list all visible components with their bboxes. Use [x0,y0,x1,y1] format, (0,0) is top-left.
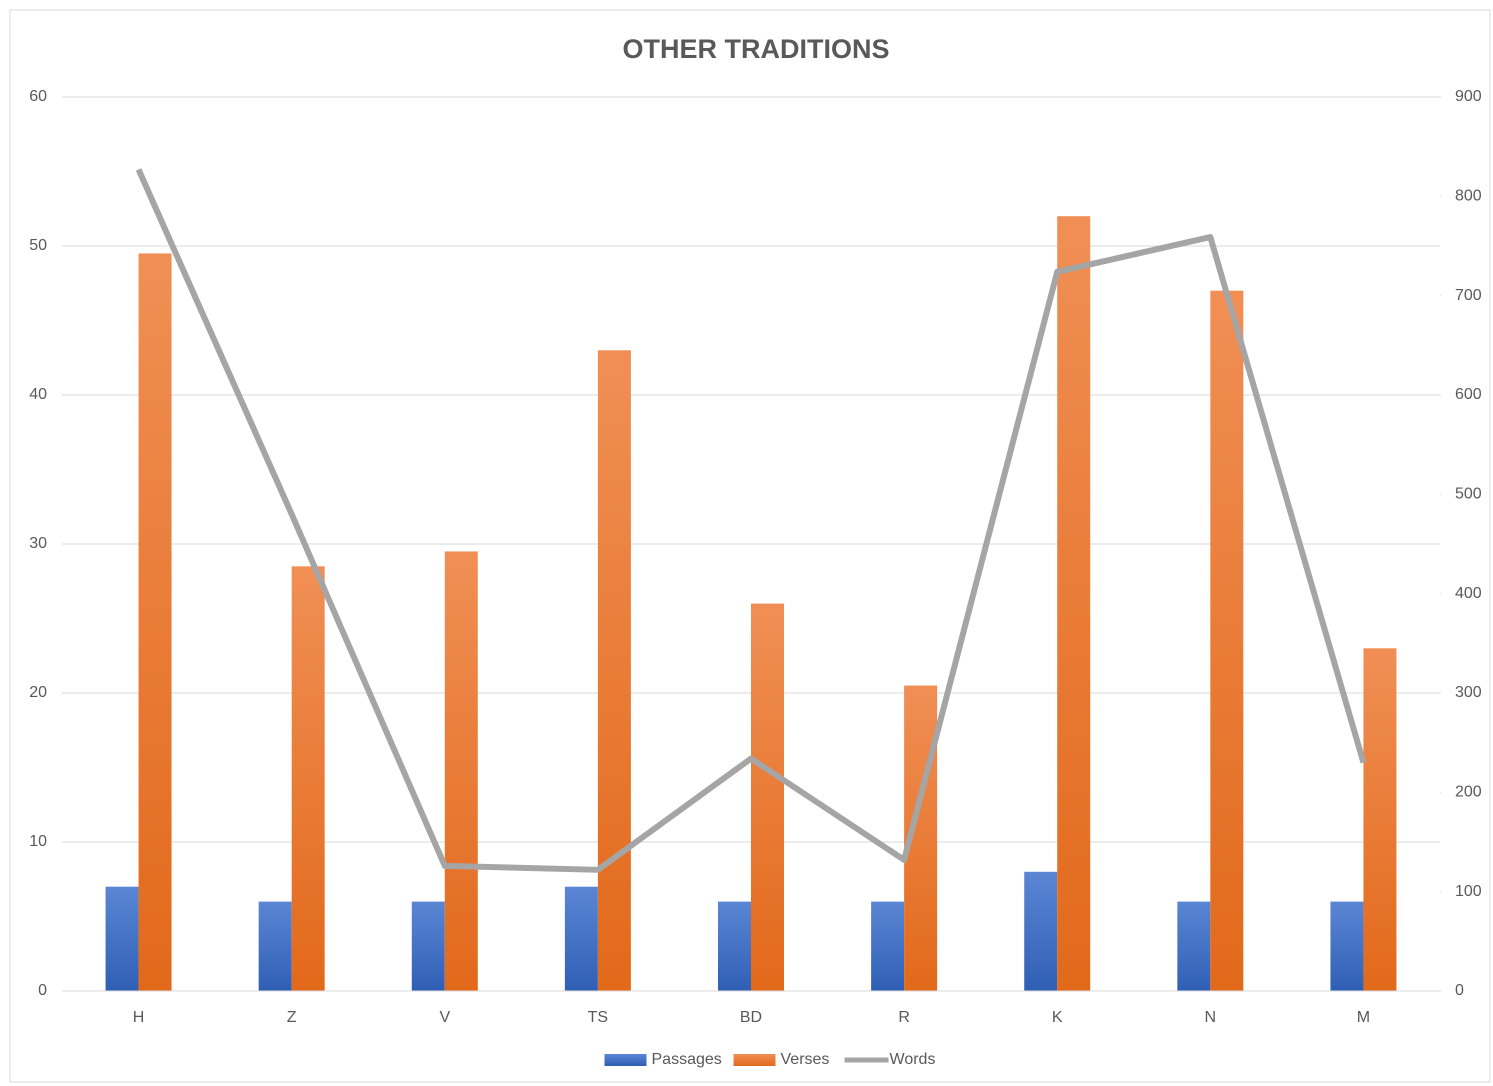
y-tick-label: 50 [29,237,47,254]
y2-tick-label: 400 [1455,585,1482,602]
y2-tick-label: 200 [1455,784,1482,801]
y-tick-label: 30 [29,535,47,552]
bar [1057,216,1091,991]
y-tick-label: 60 [29,88,47,105]
y2-tick-label: 100 [1455,883,1482,900]
bar [1177,901,1211,991]
line [135,168,1367,873]
x-tick-label: Z [287,1009,297,1026]
bar [718,901,751,991]
bar [1330,901,1364,991]
bar [1363,648,1397,991]
y2-tick-label: 600 [1455,386,1482,403]
bar [411,901,445,991]
x-tick-label: V [439,1009,450,1026]
y2-tick-label: 0 [1455,982,1464,999]
y2-tick-label: 500 [1455,486,1482,503]
bar [564,886,598,991]
legend-label: Verses [781,1051,830,1068]
bar [1210,290,1244,991]
x-tick-label: BD [740,1009,762,1026]
x-tick-label: H [133,1009,145,1026]
bar [291,566,325,991]
x-tick-label: N [1205,1009,1217,1026]
legend-swatch [604,1054,647,1066]
x-tick-label: K [1052,1009,1063,1026]
bar [597,350,631,991]
y2-tick-label: 800 [1455,188,1482,205]
y2-tick-label: 700 [1455,287,1482,304]
y-tick-label: 0 [38,982,47,999]
bar [258,901,292,991]
bar [871,901,905,991]
y-tick-label: 20 [29,684,47,701]
bar [444,551,478,991]
x-tick-label: R [898,1009,910,1026]
x-tick-label: TS [588,1009,608,1026]
bar [1024,871,1058,991]
legend-label: Passages [652,1051,722,1068]
y2-tick-label: 300 [1455,684,1482,701]
x-tick-label: M [1357,1009,1370,1026]
y2-tick-label: 900 [1455,88,1482,105]
bar [105,886,139,991]
y-tick-label: 10 [29,833,47,850]
legend-swatch [733,1054,776,1066]
chart-title: OTHER TRADITIONS [623,34,890,64]
y-tick-label: 40 [29,386,47,403]
bar [751,603,784,991]
bar [138,253,172,991]
legend-label: Words [890,1051,936,1068]
